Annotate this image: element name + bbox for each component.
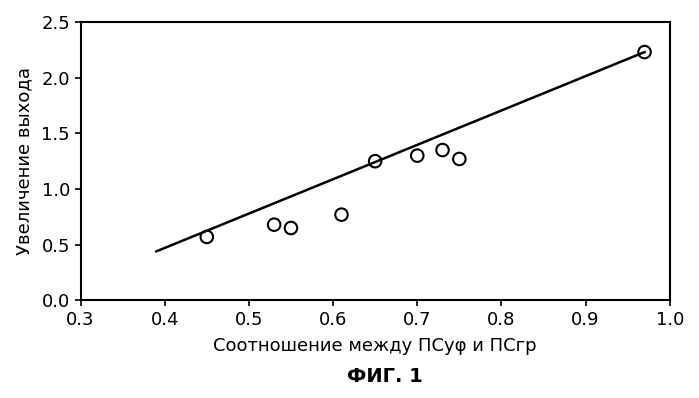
Point [268, 221, 280, 228]
Point [336, 211, 347, 218]
Point [639, 49, 650, 55]
Point [285, 225, 296, 231]
Point [201, 234, 212, 240]
Text: ФИГ. 1: ФИГ. 1 [347, 367, 422, 386]
X-axis label: Соотношение между ПСуφ и ПСгр: Соотношение между ПСуφ и ПСгр [213, 337, 537, 355]
Point [437, 147, 448, 153]
Point [370, 158, 381, 164]
Y-axis label: Увеличение выхода: Увеличение выхода [15, 67, 33, 255]
Point [412, 152, 423, 159]
Point [454, 156, 465, 162]
